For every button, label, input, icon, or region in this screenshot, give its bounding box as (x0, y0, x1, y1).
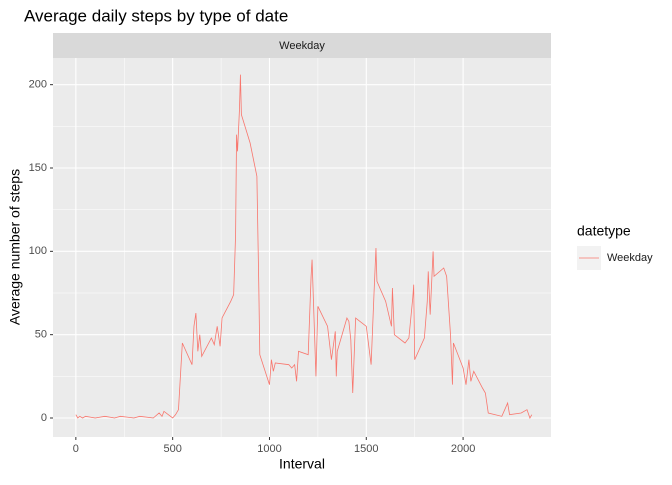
y-tick-label: 100 (29, 245, 47, 257)
x-axis-title: Interval (279, 456, 325, 472)
facet-strip (53, 33, 551, 58)
chart-title: Average daily steps by type of date (24, 6, 288, 25)
y-tick-label: 50 (35, 329, 47, 341)
y-tick-label: 0 (41, 412, 47, 424)
panel (53, 58, 551, 437)
legend-label: Weekday (607, 252, 653, 264)
x-tick-label: 500 (163, 443, 181, 455)
data-line (75, 74, 533, 419)
legend-title: datetype (577, 223, 631, 239)
facet-label: Weekday (279, 40, 325, 52)
x-tick-label: 1500 (354, 443, 378, 455)
x-tick-label: 1000 (257, 443, 281, 455)
x-tick-label: 0 (73, 443, 79, 455)
y-axis-title: Average number of steps (7, 169, 23, 325)
x-tick-label: 2000 (451, 443, 475, 455)
y-tick-label: 150 (29, 162, 47, 174)
y-tick-label: 200 (29, 79, 47, 91)
